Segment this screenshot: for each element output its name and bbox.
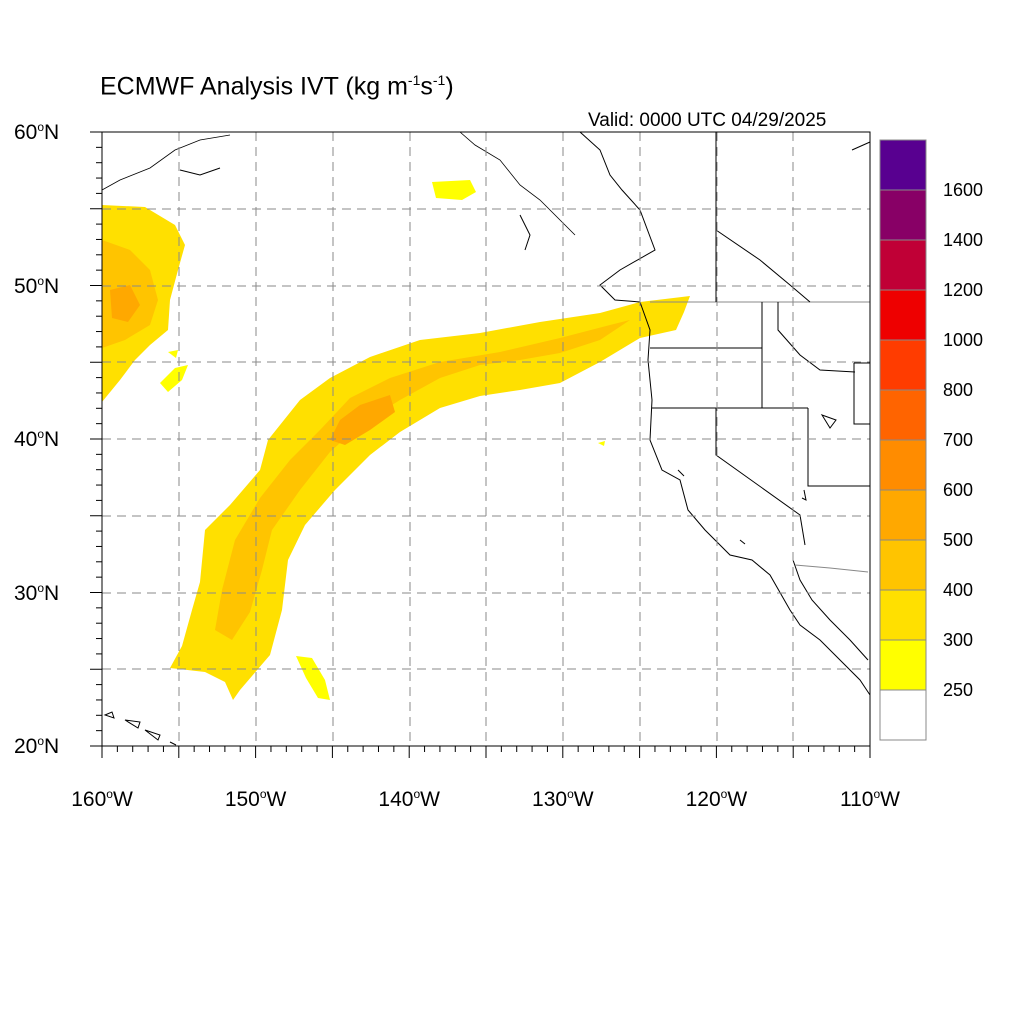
colorbar-swatch [879,339,927,391]
ivt-patch-small-1 [160,365,188,392]
longitude-label: 160oW [71,787,133,811]
colorbar-label: 700 [943,430,974,450]
latitude-label: 50oN [14,273,60,298]
colorbar-label: 1400 [943,230,984,250]
colorbar-label: 1200 [943,280,984,300]
map-title: ECMWF Analysis IVT (kg m-1s-1) [100,72,454,101]
colorbar-swatch [879,639,927,691]
longitude-label: 120oW [685,787,748,811]
ivt-patch-small-2 [168,350,178,358]
colorbar-swatch [879,439,927,491]
ivt-patch-south [296,656,330,700]
colorbar-label: 500 [943,530,974,550]
longitude-label: 110oW [840,787,900,811]
political-boundaries [650,132,870,546]
latitude-label: 20oN [14,734,60,758]
colorbar-label: 800 [943,380,974,400]
colorbar-swatch [879,539,927,591]
ivt-patch-north [432,180,476,200]
longitude-label: 150oW [224,787,287,811]
ivt-west-blob-core [110,285,140,322]
ivt-shading [102,180,690,700]
axis-ticks [90,131,871,758]
ivt-river-core [330,395,395,445]
latitude-label: 40oN [14,427,60,451]
colorbar-label: 600 [943,480,974,500]
colorbar-swatch [879,239,927,291]
colorbar-swatch [879,289,927,341]
colorbar-label: 300 [943,630,974,650]
ivt-river-outer [170,296,690,700]
colorbar-label: 400 [943,580,974,600]
colorbar-label: 1600 [943,180,984,200]
colorbar-swatch [879,689,927,741]
longitude-label: 130oW [532,787,594,811]
longitude-label: 140oW [378,787,440,811]
latitude-label: 30oN [14,580,60,605]
colorbar-swatch [879,489,927,541]
colorbar-swatch [879,139,927,191]
latitude-label: 60oN [14,120,60,144]
grid-lines [102,132,870,746]
colorbar-swatch [879,589,927,641]
ivt-river-inner [215,320,630,640]
colorbar-swatch [879,389,927,441]
colorbar [879,139,927,741]
colorbar-swatch [879,189,927,241]
colorbar-label: 250 [943,680,974,700]
colorbar-label: 1000 [943,330,984,350]
valid-time-label: Valid: 0000 UTC 04/29/2025 [588,110,827,131]
ivt-patch-dot [598,441,605,446]
